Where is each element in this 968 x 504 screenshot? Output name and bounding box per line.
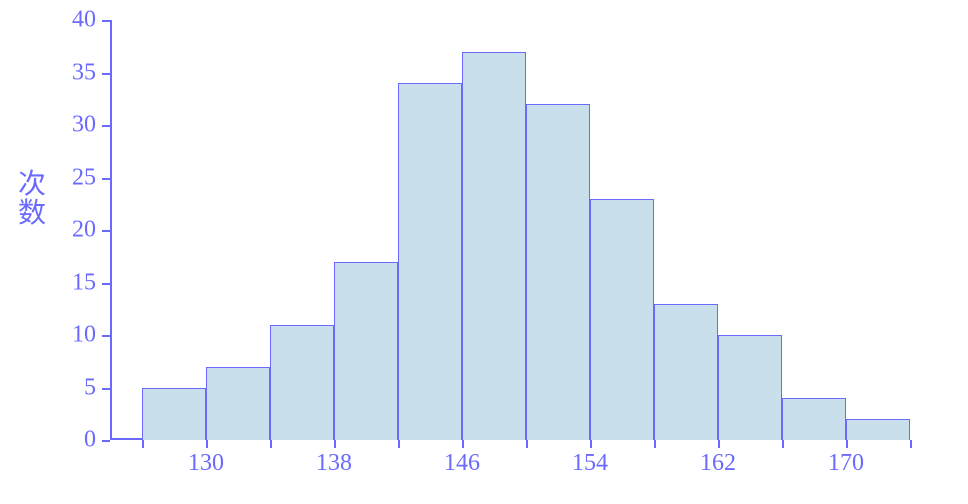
histogram-bar: [206, 367, 270, 441]
y-tick-label: 25: [72, 164, 96, 191]
x-tick-label: 154: [572, 450, 608, 477]
x-tick-label: 138: [316, 450, 352, 477]
x-tick-label: 130: [188, 450, 224, 477]
y-tick-label: 10: [72, 322, 96, 349]
x-tick: [462, 440, 464, 448]
y-tick-label: 0: [84, 427, 96, 454]
x-tick: [398, 440, 400, 448]
x-tick: [590, 440, 592, 448]
y-axis-label-char-1: 次: [18, 170, 46, 199]
x-tick: [910, 440, 912, 448]
histogram-bar: [526, 104, 590, 440]
x-tick: [526, 440, 528, 448]
y-tick-label: 15: [72, 269, 96, 296]
histogram-bar: [590, 199, 654, 441]
y-axis: [110, 20, 112, 440]
x-tick: [782, 440, 784, 448]
x-tick-label: 162: [700, 450, 736, 477]
histogram-chart: 次 数 0510152025303540130138146154162170: [0, 0, 968, 504]
x-tick: [142, 440, 144, 448]
histogram-bar: [718, 335, 782, 440]
histogram-bar: [462, 52, 526, 441]
y-tick: [102, 230, 110, 232]
y-tick-label: 35: [72, 59, 96, 86]
histogram-bar: [654, 304, 718, 441]
x-tick-label: 146: [444, 450, 480, 477]
plot-area: 0510152025303540130138146154162170: [110, 20, 910, 440]
y-tick: [102, 125, 110, 127]
x-tick: [334, 440, 336, 448]
x-tick: [846, 440, 848, 448]
y-tick-label: 5: [84, 374, 96, 401]
x-tick: [718, 440, 720, 448]
histogram-bar: [846, 419, 910, 440]
histogram-bar: [334, 262, 398, 441]
y-tick-label: 30: [72, 112, 96, 139]
histogram-bar: [782, 398, 846, 440]
y-axis-label-char-2: 数: [18, 199, 46, 228]
y-tick-label: 20: [72, 217, 96, 244]
y-tick: [102, 388, 110, 390]
x-tick: [270, 440, 272, 448]
y-tick: [102, 335, 110, 337]
histogram-bar: [270, 325, 334, 441]
histogram-bar: [142, 388, 206, 441]
y-tick: [102, 440, 110, 442]
x-tick: [654, 440, 656, 448]
y-tick: [102, 283, 110, 285]
y-tick: [102, 178, 110, 180]
y-tick: [102, 20, 110, 22]
x-tick: [206, 440, 208, 448]
y-tick: [102, 73, 110, 75]
y-tick-label: 40: [72, 7, 96, 34]
y-axis-label: 次 数: [18, 170, 46, 229]
histogram-bar: [398, 83, 462, 440]
x-tick-label: 170: [828, 450, 864, 477]
